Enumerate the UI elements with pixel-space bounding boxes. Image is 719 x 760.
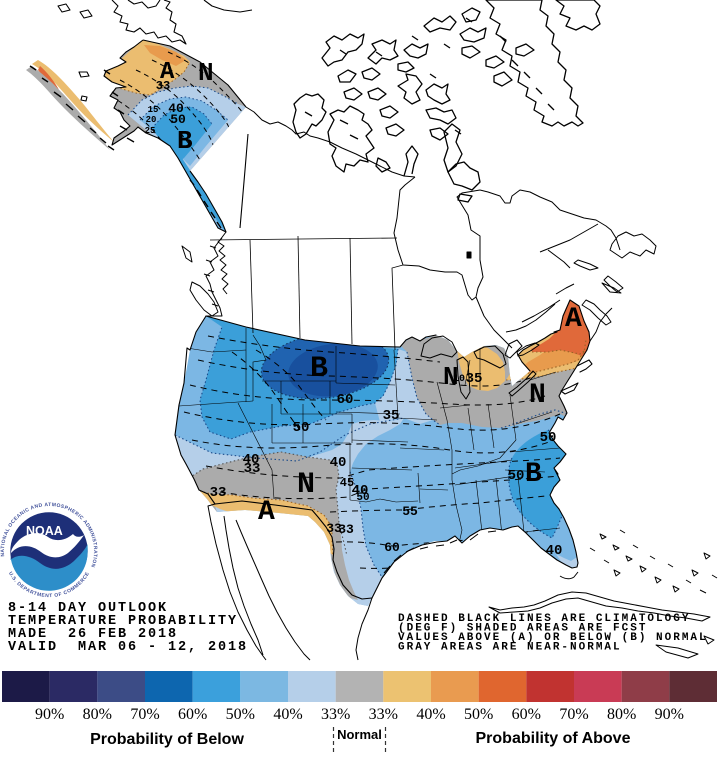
svg-text:N: N	[529, 380, 546, 411]
svg-text:33%: 33%	[321, 706, 350, 723]
svg-text:15: 15	[148, 105, 159, 115]
svg-text:40%: 40%	[416, 706, 445, 723]
svg-text:40: 40	[243, 452, 260, 468]
svg-text:NOAA: NOAA	[26, 524, 63, 538]
svg-text:33: 33	[338, 522, 354, 537]
svg-text:50: 50	[508, 468, 525, 484]
svg-text:40: 40	[546, 543, 563, 559]
svg-text:8-14 DAY OUTLOOK: 8-14 DAY OUTLOOK	[8, 601, 168, 616]
svg-text:60%: 60%	[512, 706, 541, 723]
svg-text:50%: 50%	[464, 706, 493, 723]
svg-text:33: 33	[156, 79, 170, 93]
svg-text:50: 50	[293, 420, 310, 436]
svg-text:Probability of Above: Probability of Above	[476, 730, 631, 747]
svg-text:40%: 40%	[273, 706, 302, 723]
svg-text:B: B	[525, 459, 542, 490]
svg-text:35: 35	[466, 371, 483, 387]
svg-text:50: 50	[540, 430, 557, 446]
svg-text:50: 50	[170, 112, 186, 127]
svg-text:DASHED BLACK LINES ARE CLIMATO: DASHED BLACK LINES ARE CLIMATOLOGY	[398, 613, 690, 625]
svg-text:35: 35	[383, 408, 400, 424]
svg-text:25: 25	[145, 126, 156, 136]
svg-text:90%: 90%	[35, 706, 64, 723]
svg-text:10: 10	[453, 374, 465, 385]
svg-text:TEMPERATURE PROBABILITY: TEMPERATURE PROBABILITY	[8, 614, 238, 629]
svg-text:40: 40	[352, 483, 369, 499]
svg-text:N: N	[443, 362, 459, 392]
svg-text:33: 33	[210, 485, 227, 501]
svg-text:60%: 60%	[178, 706, 207, 723]
svg-text:80%: 80%	[607, 706, 636, 723]
svg-text:40: 40	[330, 455, 347, 471]
svg-text:GRAY AREAS ARE NEAR-NORMAL: GRAY AREAS ARE NEAR-NORMAL	[398, 642, 622, 654]
svg-text:33%: 33%	[369, 706, 398, 723]
svg-text:N: N	[198, 58, 214, 88]
svg-text:50%: 50%	[226, 706, 255, 723]
svg-text:80%: 80%	[83, 706, 112, 723]
svg-text:N: N	[297, 468, 315, 502]
svg-text:B: B	[177, 126, 193, 156]
svg-text:33: 33	[326, 521, 342, 536]
svg-text:A: A	[258, 497, 275, 528]
svg-text:60: 60	[384, 540, 400, 555]
svg-text:45: 45	[340, 476, 354, 490]
svg-text:55: 55	[402, 504, 418, 519]
svg-text:MADE 26 FEB 2018: MADE 26 FEB 2018	[8, 627, 178, 642]
svg-text:70%: 70%	[130, 706, 159, 723]
svg-text:20: 20	[146, 115, 157, 125]
svg-text:B: B	[310, 352, 328, 386]
svg-text:A: A	[565, 304, 582, 335]
svg-text:40: 40	[168, 101, 184, 116]
svg-text:VALID MAR 06 - 12, 2018: VALID MAR 06 - 12, 2018	[8, 640, 248, 655]
svg-text:A: A	[160, 59, 175, 86]
svg-text:60: 60	[337, 392, 354, 408]
svg-text:70%: 70%	[559, 706, 588, 723]
svg-text:(DEG F) SHADED AREAS ARE FCST: (DEG F) SHADED AREAS ARE FCST	[398, 623, 647, 635]
svg-text:33: 33	[244, 461, 261, 477]
svg-text:90%: 90%	[655, 706, 684, 723]
svg-text:50: 50	[356, 492, 369, 504]
svg-text:VALUES ABOVE (A) OR BELOW (B): VALUES ABOVE (A) OR BELOW (B) NORMAL	[398, 632, 708, 644]
svg-text:Probability of Below: Probability of Below	[90, 731, 244, 748]
svg-text:Normal: Normal	[337, 727, 382, 742]
